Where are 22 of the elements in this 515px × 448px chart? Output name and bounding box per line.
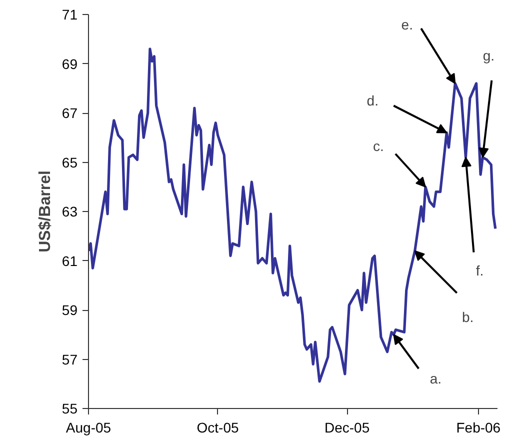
annotation: e. xyxy=(401,16,413,32)
x-tick-label: Dec-05 xyxy=(324,420,370,436)
y-tick-label: 59 xyxy=(62,302,78,318)
annotation: b. xyxy=(462,308,474,325)
x-tick-label: Aug-05 xyxy=(66,420,112,436)
y-tick-label: 65 xyxy=(62,154,78,170)
y-axis-title: US$/Barrel xyxy=(36,170,54,252)
y-tick-label: 71 xyxy=(62,6,78,22)
y-tick-label: 57 xyxy=(62,351,78,368)
y-tick-label: 55 xyxy=(62,400,78,416)
x-tick-label: Oct-05 xyxy=(196,420,239,436)
annotation: d. xyxy=(366,92,378,109)
annotation: c. xyxy=(373,138,384,154)
x-tick-label: Feb-06 xyxy=(456,420,501,436)
annotation: a. xyxy=(430,370,442,387)
y-tick-label: 61 xyxy=(62,252,78,269)
y-tick-label: 63 xyxy=(62,204,78,220)
y-tick-label: 67 xyxy=(62,105,78,121)
line-series xyxy=(88,48,497,383)
annotation: g. xyxy=(482,47,495,64)
annotation: f. xyxy=(476,262,484,278)
y-tick-label: 69 xyxy=(62,56,78,72)
